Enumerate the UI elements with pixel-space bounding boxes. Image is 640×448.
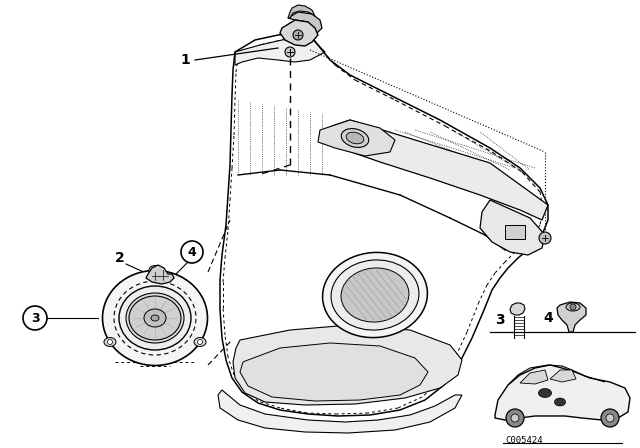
Circle shape <box>293 30 303 40</box>
Text: C005424: C005424 <box>505 435 543 444</box>
Polygon shape <box>480 200 545 255</box>
Ellipse shape <box>126 293 184 343</box>
Circle shape <box>570 304 576 310</box>
Ellipse shape <box>341 129 369 147</box>
Text: 2: 2 <box>115 251 125 265</box>
Circle shape <box>511 414 519 422</box>
Polygon shape <box>288 12 322 34</box>
Bar <box>505 225 525 239</box>
Circle shape <box>108 340 113 345</box>
Ellipse shape <box>151 315 159 321</box>
Polygon shape <box>320 120 548 220</box>
Ellipse shape <box>538 388 552 397</box>
Ellipse shape <box>102 271 207 366</box>
Circle shape <box>198 340 202 345</box>
Polygon shape <box>235 38 325 65</box>
Ellipse shape <box>119 286 191 350</box>
Polygon shape <box>510 303 525 315</box>
Circle shape <box>601 409 619 427</box>
Ellipse shape <box>331 260 419 330</box>
Circle shape <box>23 306 47 330</box>
Ellipse shape <box>194 337 206 346</box>
Text: 3: 3 <box>31 311 39 324</box>
Text: 3: 3 <box>495 313 505 327</box>
Circle shape <box>539 232 551 244</box>
Text: 4: 4 <box>543 311 553 325</box>
Polygon shape <box>233 325 462 405</box>
Ellipse shape <box>104 337 116 346</box>
Polygon shape <box>550 370 576 382</box>
Ellipse shape <box>566 303 580 311</box>
Circle shape <box>181 241 203 263</box>
Circle shape <box>606 414 614 422</box>
Polygon shape <box>240 343 428 401</box>
Polygon shape <box>495 365 630 420</box>
Polygon shape <box>280 20 318 46</box>
Ellipse shape <box>323 252 428 338</box>
Ellipse shape <box>144 309 166 327</box>
Polygon shape <box>520 370 548 384</box>
Circle shape <box>152 267 157 272</box>
Text: 4: 4 <box>188 246 196 258</box>
Ellipse shape <box>149 266 161 275</box>
Polygon shape <box>288 5 315 18</box>
Polygon shape <box>218 390 462 433</box>
Ellipse shape <box>346 132 364 144</box>
Circle shape <box>285 47 295 57</box>
Polygon shape <box>557 302 586 332</box>
Circle shape <box>506 409 524 427</box>
Polygon shape <box>318 120 395 156</box>
Polygon shape <box>146 265 174 284</box>
Ellipse shape <box>341 268 409 322</box>
Text: 1: 1 <box>180 53 190 67</box>
Ellipse shape <box>554 398 566 406</box>
Ellipse shape <box>129 296 181 340</box>
